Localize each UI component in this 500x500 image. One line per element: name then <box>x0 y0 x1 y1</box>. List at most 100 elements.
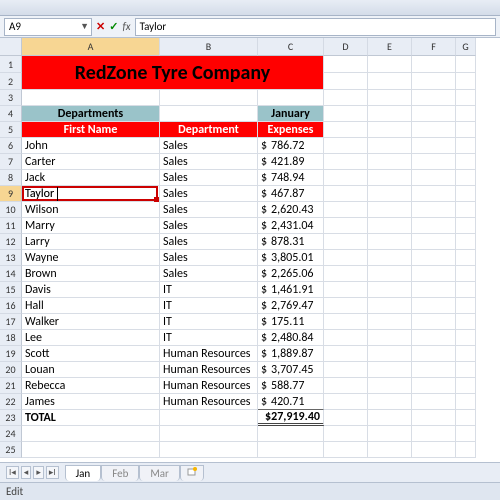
cell-firstname[interactable]: Davis <box>22 282 160 298</box>
cell[interactable] <box>368 186 412 202</box>
cell[interactable] <box>368 170 412 186</box>
cell-department[interactable]: Human Resources <box>160 362 258 378</box>
cell[interactable] <box>368 378 412 394</box>
cell-department[interactable]: IT <box>160 314 258 330</box>
cell[interactable] <box>456 346 476 362</box>
cell[interactable] <box>368 106 412 122</box>
cell[interactable] <box>456 218 476 234</box>
cell[interactable] <box>324 106 368 122</box>
cell[interactable] <box>412 138 456 154</box>
cell-department[interactable]: IT <box>160 298 258 314</box>
nav-last-icon[interactable]: ▸I <box>46 466 59 479</box>
cell-department[interactable]: Sales <box>160 250 258 266</box>
new-sheet-icon[interactable] <box>180 465 204 481</box>
name-box[interactable]: A9 ▼ <box>4 18 92 36</box>
cell-expense[interactable]: $1,461.91 <box>258 282 324 298</box>
cell[interactable] <box>456 234 476 250</box>
row-header[interactable]: 14 <box>0 266 22 282</box>
cell-department[interactable]: IT <box>160 282 258 298</box>
row-header[interactable]: 18 <box>0 330 22 346</box>
cell-expense[interactable]: $3,707.45 <box>258 362 324 378</box>
cell[interactable] <box>412 314 456 330</box>
cell[interactable] <box>324 56 368 73</box>
cell[interactable] <box>412 394 456 410</box>
row-header[interactable]: 6 <box>0 138 22 154</box>
row-header[interactable]: 8 <box>0 170 22 186</box>
cell-expense[interactable]: $2,265.06 <box>258 266 324 282</box>
cell[interactable] <box>368 426 412 442</box>
cell-total-label[interactable]: TOTAL <box>22 410 160 426</box>
cell-firstname[interactable]: Brown <box>22 266 160 282</box>
cell[interactable] <box>412 122 456 138</box>
cell[interactable] <box>368 73 412 90</box>
cell[interactable] <box>456 426 476 442</box>
cell-firstname[interactable]: Rebecca <box>22 378 160 394</box>
row-header[interactable]: 21 <box>0 378 22 394</box>
nav-next-icon[interactable]: ▸ <box>33 466 44 479</box>
cell[interactable] <box>258 442 324 458</box>
cell-department[interactable]: Sales <box>160 170 258 186</box>
cell[interactable] <box>368 266 412 282</box>
cell[interactable] <box>324 218 368 234</box>
name-box-dropdown-icon[interactable]: ▼ <box>80 21 89 32</box>
cell-expense[interactable]: $1,889.87 <box>258 346 324 362</box>
cell[interactable] <box>412 442 456 458</box>
cell-department[interactable]: Human Resources <box>160 346 258 362</box>
column-header-b[interactable]: B <box>160 38 258 56</box>
cell[interactable] <box>368 314 412 330</box>
cell[interactable] <box>324 250 368 266</box>
cell[interactable] <box>456 410 476 426</box>
cell-firstname[interactable]: Walker <box>22 314 160 330</box>
cell[interactable] <box>456 186 476 202</box>
cell[interactable] <box>456 202 476 218</box>
nav-prev-icon[interactable]: ◂ <box>21 466 32 479</box>
cells-area[interactable]: DepartmentsJanuaryFirst NameDepartmentEx… <box>22 56 500 458</box>
cell[interactable] <box>324 122 368 138</box>
cell[interactable] <box>368 90 412 106</box>
cell[interactable] <box>456 122 476 138</box>
cell[interactable] <box>324 426 368 442</box>
row-header[interactable]: 22 <box>0 394 22 410</box>
cell[interactable] <box>456 394 476 410</box>
cell[interactable] <box>412 73 456 90</box>
column-header-d[interactable]: D <box>324 38 368 56</box>
cell-firstname[interactable]: Wayne <box>22 250 160 266</box>
cell[interactable] <box>456 73 476 90</box>
cell[interactable] <box>412 330 456 346</box>
select-all-corner[interactable] <box>0 38 22 56</box>
cell-department[interactable]: Sales <box>160 202 258 218</box>
cell[interactable] <box>324 298 368 314</box>
cell[interactable] <box>324 330 368 346</box>
cell[interactable] <box>412 56 456 73</box>
row-header[interactable]: 3 <box>0 90 22 106</box>
nav-first-icon[interactable]: I◂ <box>6 466 19 479</box>
row-header[interactable]: 2 <box>0 73 22 90</box>
row-header[interactable]: 12 <box>0 234 22 250</box>
cell-department[interactable]: Sales <box>160 186 258 202</box>
cell[interactable] <box>456 442 476 458</box>
column-title-c[interactable]: Expenses <box>258 122 324 138</box>
cell[interactable] <box>368 154 412 170</box>
cell-expense[interactable]: $2,769.47 <box>258 298 324 314</box>
cell[interactable] <box>456 170 476 186</box>
cell[interactable] <box>412 218 456 234</box>
cell[interactable] <box>368 442 412 458</box>
cell[interactable] <box>258 426 324 442</box>
cell[interactable] <box>412 202 456 218</box>
row-header[interactable]: 24 <box>0 426 22 442</box>
cell[interactable] <box>160 106 258 122</box>
row-header[interactable]: 17 <box>0 314 22 330</box>
cell[interactable] <box>368 56 412 73</box>
cell[interactable] <box>324 282 368 298</box>
cell[interactable] <box>368 234 412 250</box>
cell-expense[interactable]: $588.77 <box>258 378 324 394</box>
row-header[interactable]: 1 <box>0 56 22 73</box>
cell[interactable] <box>324 442 368 458</box>
cell[interactable] <box>324 394 368 410</box>
row-header[interactable]: 4 <box>0 106 22 122</box>
cell-expense[interactable]: $420.71 <box>258 394 324 410</box>
cell[interactable] <box>324 186 368 202</box>
cell-firstname[interactable]: Scott <box>22 346 160 362</box>
cell[interactable] <box>368 346 412 362</box>
cancel-icon[interactable]: ✕ <box>96 20 105 33</box>
